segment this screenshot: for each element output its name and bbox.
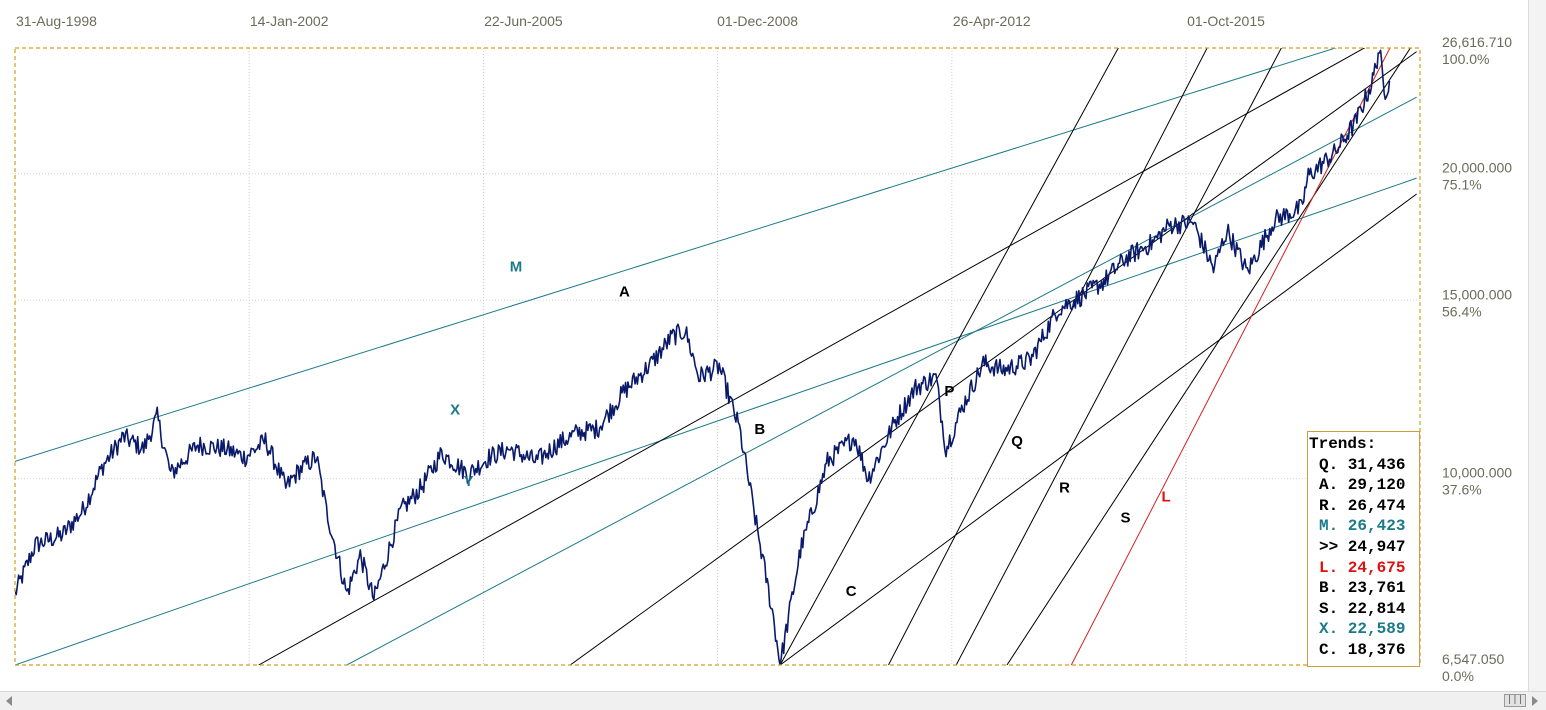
- trend-row: >> 24,947: [1319, 537, 1406, 556]
- y-tick-percent: 75.1%: [1442, 177, 1482, 193]
- plot-area: [15, 48, 1417, 665]
- trendline-label-q: Q: [1011, 433, 1023, 450]
- x-tick-label: 22-Jun-2005: [484, 13, 563, 29]
- plot-frame: [14, 47, 1421, 666]
- trendline-r: [955, 48, 1282, 665]
- y-tick-percent: 0.0%: [1442, 668, 1474, 684]
- trend-row: B. 23,761: [1319, 579, 1406, 598]
- trend-row: Q. 31,436: [1319, 455, 1406, 474]
- trendline-label-p: P: [944, 383, 954, 400]
- trend-row: R. 26,474: [1319, 496, 1406, 515]
- trendline-m: [15, 48, 1338, 462]
- y-tick-label: 15,000.000: [1442, 286, 1512, 302]
- x-tick-label: 26-Apr-2012: [953, 13, 1031, 29]
- trendline-p: [779, 48, 1119, 665]
- x-tick-label: 14-Jan-2002: [250, 13, 329, 29]
- trendline-label-s: S: [1120, 510, 1130, 527]
- x-tick-label: 31-Aug-1998: [16, 13, 97, 29]
- price-line: [15, 49, 1391, 665]
- y-tick-percent: 37.6%: [1442, 482, 1482, 498]
- trendline-label-x: X: [450, 402, 460, 419]
- vertical-scroll-strip[interactable]: [1528, 0, 1546, 691]
- trends-panel: Trends: Q. 31,436 A. 29,120 R. 26,474 M. 26…: [1307, 431, 1420, 667]
- trendline-label-y: Y: [464, 473, 474, 490]
- trendline-label-l: L: [1161, 489, 1170, 506]
- trendline-label-r: R: [1059, 480, 1070, 497]
- grid: [15, 48, 1420, 665]
- horizontal-scrollbar[interactable]: |||: [0, 691, 1546, 710]
- trend-row: C. 18,376: [1319, 640, 1406, 659]
- trend-row: M. 26,423: [1319, 517, 1406, 536]
- x-tick-label: 01-Oct-2015: [1187, 13, 1265, 29]
- y-tick-label: 6,547.050: [1442, 651, 1504, 667]
- trend-row: X. 22,589: [1319, 620, 1406, 639]
- trendline-x: [15, 177, 1417, 665]
- y-tick-label: 26,616.710: [1442, 34, 1512, 50]
- trendline-q: [888, 48, 1208, 665]
- scroll-left-arrow-icon[interactable]: [6, 696, 12, 706]
- scroll-right-arrow-icon[interactable]: [1532, 696, 1538, 706]
- trendline-c: [779, 193, 1417, 665]
- trendline-a: [258, 48, 1366, 665]
- trend-row: S. 22,814: [1319, 599, 1406, 618]
- y-tick-percent: 56.4%: [1442, 303, 1482, 319]
- trends-title: Trends:: [1309, 435, 1377, 453]
- trends-list: Q. 31,436 A. 29,120 R. 26,474 M. 26,423 >> 2…: [1309, 455, 1419, 661]
- trendline-b: [569, 51, 1417, 665]
- trendline-l: [1070, 48, 1391, 665]
- trendline-label-b: B: [754, 421, 765, 438]
- x-tick-label: 01-Dec-2008: [717, 13, 798, 29]
- trendline-labels: M X Y A B C P Q R S L: [450, 258, 1171, 599]
- trendline-s: [1006, 48, 1411, 665]
- y-tick-label: 20,000.000: [1442, 160, 1512, 176]
- trendline-label-m: M: [510, 258, 523, 275]
- trendline-label-a: A: [619, 284, 630, 301]
- trendline-y: [346, 96, 1417, 665]
- trend-row: A. 29,120: [1319, 476, 1406, 495]
- x-axis: 31-Aug-1998 14-Jan-2002 22-Jun-2005 01-Dec-…: [16, 13, 1265, 29]
- y-tick-percent: 100.0%: [1442, 51, 1489, 67]
- trend-row: L. 24,675: [1319, 558, 1406, 577]
- y-tick-label: 10,000.000: [1442, 465, 1512, 481]
- trendline-label-c: C: [846, 583, 857, 600]
- scroll-thumb[interactable]: |||: [1504, 694, 1526, 707]
- price-chart[interactable]: 31-Aug-1998 14-Jan-2002 22-Jun-2005 01-Dec-…: [0, 0, 1546, 691]
